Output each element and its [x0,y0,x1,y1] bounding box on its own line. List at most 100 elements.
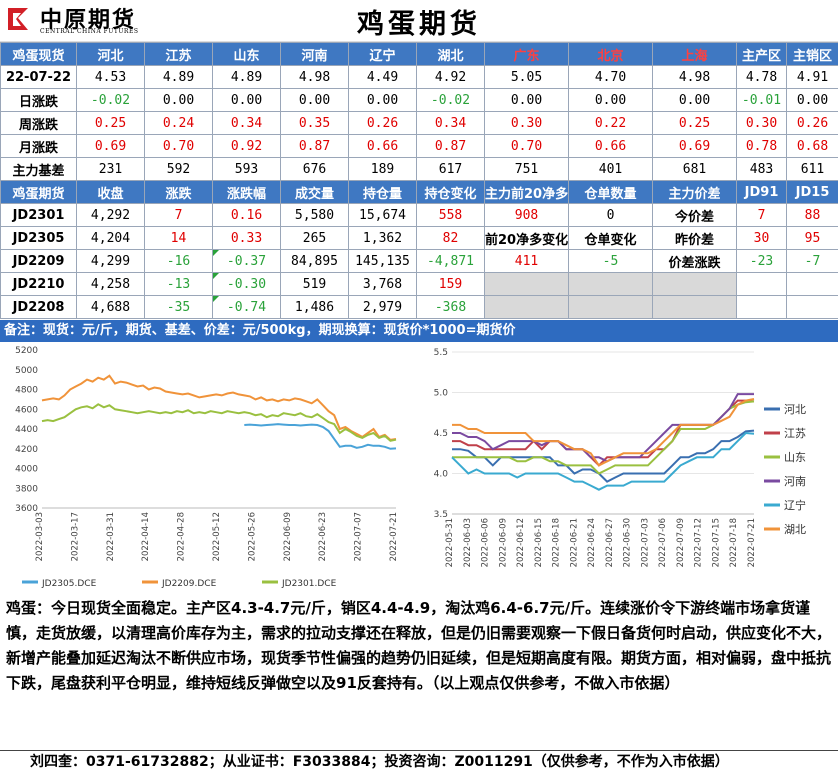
spot-row: 周涨跌 0.25 0.24 0.34 0.35 0.26 0.34 0.30 0.22 0.25 0… [0,111,838,135]
spot-cell: 681 [652,157,737,181]
futures-header-cell: 主力前20净多 [484,180,569,204]
x-tick-label: 2022-06-27 [605,518,615,567]
close-cell: 4,688 [76,295,145,319]
change-pct-cell: -0.37 [212,249,281,273]
empty-cell [736,295,787,319]
spot-cell: 0.00 [280,88,349,112]
spot-cell: 0.30 [736,111,787,135]
series-line-JD2301.DCE [41,403,397,442]
spot-cell: 0.00 [144,88,213,112]
x-tick-label: 2022-07-18 [729,518,739,567]
change-pct-cell: 0.16 [212,203,281,227]
futures-row: JD2209 4,299 -16 -0.37 84,895 145,135 -4,871 41… [0,249,838,273]
open-interest-cell: 15,674 [348,203,417,227]
contract-cell: JD2305 [0,226,77,250]
x-tick-label: 2022-07-03 [640,518,650,567]
y-tick-label: 3600 [15,504,38,514]
futures-header-cell: JD91 [736,180,787,204]
volume-cell: 1,486 [280,295,349,319]
change-pct-cell: -0.30 [212,272,281,296]
change-cell: -35 [144,295,213,319]
spot-cell: 4.89 [144,65,213,89]
spot-cell: 0.35 [280,111,349,135]
x-tick-label: 2022-07-21 [389,512,399,561]
change-cell: -13 [144,272,213,296]
empty-cell [568,272,653,296]
logo-subtext: CENTRAL CHINA FUTURES [40,28,139,35]
spot-cell: 0.26 [348,111,417,135]
futures-row: JD2208 4,688 -35 -0.74 1,486 2,979 -368 [0,295,838,319]
spot-cell: 0.25 [652,111,737,135]
y-tick-label: 5.0 [434,389,449,399]
spot-cell: 0.69 [652,134,737,158]
spot-cell: 592 [144,157,213,181]
x-tick-label: 2022-05-26 [247,512,257,561]
spot-cell: 4.78 [736,65,787,89]
futures-header-row: 鸡蛋期货 收盘 涨跌 涨跌幅 成交量 持仓量 持仓变化 主力前20净多 仓单数量 主力价差 JD91… [0,180,838,204]
spot-row: 主力基差 231 592 593 676 189 617 751 401 681 483 611 [0,157,838,181]
oi-change-cell: 159 [416,272,485,296]
warrant-change-cell: -5 [568,249,653,273]
spot-header-cell: 辽宁 [348,42,417,66]
x-tick-label: 2022-03-31 [106,512,116,561]
x-tick-label: 2022-06-09 [498,518,508,567]
spot-cell: 0.00 [568,88,653,112]
spot-header-row: 鸡蛋现货 河北 江苏 山东 河南 辽宁 湖北 广东 北京 上海 主产区 主销区 [0,42,838,66]
x-tick-label: 2022-07-09 [676,518,686,567]
oi-change-cell: 82 [416,226,485,250]
empty-cell [652,295,737,319]
spot-header-cell: 江苏 [144,42,213,66]
spot-header-cell: 湖北 [416,42,485,66]
legend-label: JD2301.DCE [281,579,337,589]
contract-cell: JD2301 [0,203,77,227]
net-long-cell: 908 [484,203,569,227]
spot-cell: 611 [786,157,838,181]
net-long-change-cell: 411 [484,249,569,273]
header: 中原期货 CENTRAL CHINA FUTURES 鸡蛋期货 [0,0,838,42]
spot-header-cell: 广东 [484,42,569,66]
spot-cell: 0.00 [212,88,281,112]
spot-cell: 0.26 [786,111,838,135]
x-tick-label: 2022-06-09 [283,512,293,561]
jd91-cell: -23 [736,249,787,273]
y-tick-label: 3800 [15,484,38,494]
y-tick-label: 4200 [15,445,38,455]
x-tick-label: 2022-07-06 [658,518,668,567]
futures-header-cell: 成交量 [280,180,349,204]
x-tick-label: 2022-06-12 [516,518,526,567]
x-tick-label: 2022-06-06 [481,518,491,567]
spot-cell: 483 [736,157,787,181]
y-tick-label: 4800 [15,386,38,396]
x-tick-label: 2022-04-28 [177,512,187,561]
jd15-cell: 88 [786,203,838,227]
futures-header-cell: JD15 [786,180,838,204]
spot-cell: 0.25 [76,111,145,135]
volume-cell: 519 [280,272,349,296]
x-tick-label: 2022-06-24 [587,518,597,567]
spot-cell: 0.00 [652,88,737,112]
spot-cell: 0.34 [416,111,485,135]
contract-cell: JD2208 [0,295,77,319]
spot-header-cell: 北京 [568,42,653,66]
x-tick-label: 2022-03-17 [70,512,80,561]
x-tick-label: 2022-06-03 [463,518,473,567]
empty-cell [652,272,737,296]
page-title: 鸡蛋期货 [357,9,481,40]
spot-cell: 401 [568,157,653,181]
spot-row-label: 月涨跌 [0,134,77,158]
legend-label: JD2209.DCE [161,579,217,589]
y-tick-label: 4400 [15,425,38,435]
spot-cell: 0.00 [348,88,417,112]
jd15-cell: 95 [786,226,838,250]
open-interest-cell: 145,135 [348,249,417,273]
futures-table: 鸡蛋期货 收盘 涨跌 涨跌幅 成交量 持仓量 持仓变化 主力前20净多 仓单数量 主力价差 JD91… [0,180,838,319]
net-long-change-label: 前20净多变化 [484,226,569,250]
spot-cell: 0.34 [212,111,281,135]
x-tick-label: 2022-07-21 [747,518,757,567]
y-tick-label: 4000 [15,465,38,475]
spot-cell: 4.89 [212,65,281,89]
spot-cell: 617 [416,157,485,181]
legend-label: 湖北 [784,523,806,536]
spot-cell: 0.66 [568,134,653,158]
logo-icon [4,4,32,34]
